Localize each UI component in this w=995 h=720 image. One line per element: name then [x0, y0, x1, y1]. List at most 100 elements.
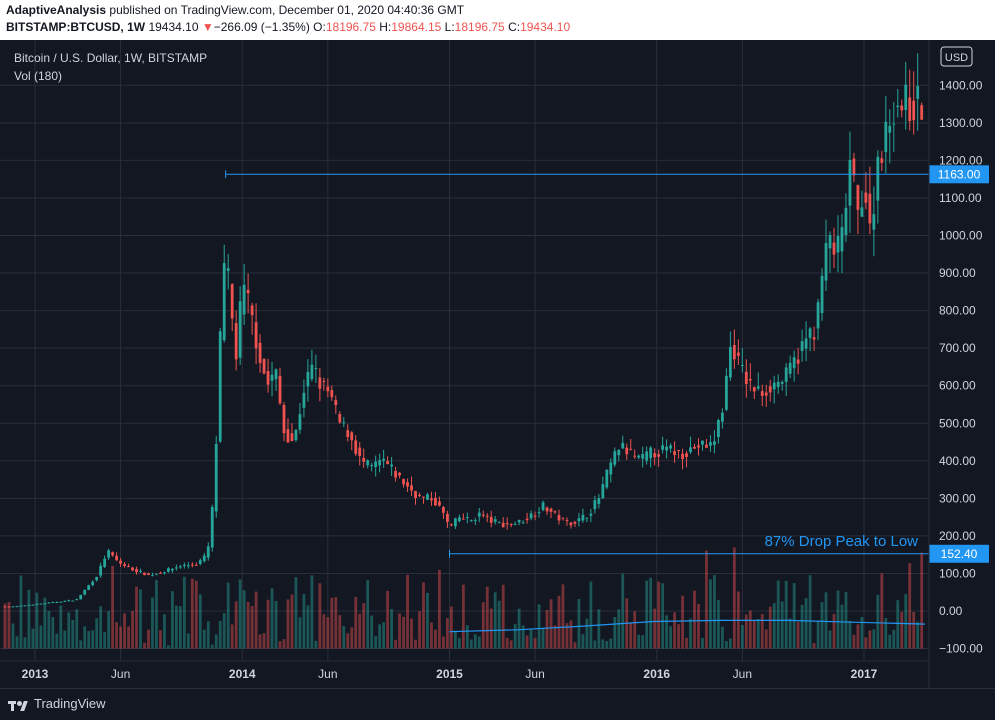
tradingview-logo[interactable]: TradingView [8, 696, 106, 711]
volume-bar [79, 640, 83, 649]
candle-body [537, 512, 541, 514]
volume-bar [673, 612, 676, 649]
candle-body [422, 496, 425, 498]
volume-bar [900, 611, 904, 649]
candle-body [107, 550, 111, 558]
volume-bar [290, 594, 294, 649]
volume-bar [346, 633, 350, 649]
volume-bar [282, 639, 286, 649]
candle-body [792, 357, 796, 369]
volume-bar [489, 608, 493, 649]
volume-bar [418, 611, 421, 649]
volume-bar [784, 580, 788, 649]
volume-bar [916, 621, 920, 649]
candle-body [689, 447, 692, 453]
level-price-label: 152.40 [941, 547, 978, 561]
candle-body [657, 454, 661, 457]
volume-bar [816, 620, 820, 649]
volume-bar [406, 574, 409, 649]
volume-bar [629, 623, 633, 649]
candle-body [513, 524, 517, 526]
candle-body [238, 301, 242, 358]
candle-body [645, 451, 649, 461]
open-value: 18196.75 [325, 20, 376, 34]
candle-body [796, 359, 800, 364]
candle-body [473, 520, 477, 522]
volume-bar [43, 597, 47, 649]
volume-bar [828, 630, 832, 649]
volume-bar [653, 608, 657, 649]
candle-body [461, 518, 465, 520]
volume-bar [549, 599, 553, 649]
volume-bar [278, 641, 282, 649]
volume-bar [585, 618, 589, 649]
time-axis[interactable]: 2013 Jun 2014 Jun 2015 Jun 2016 Jun 2017 [22, 667, 878, 681]
volume-bar [609, 638, 613, 649]
candle-body [314, 368, 318, 370]
volume-bar [258, 634, 262, 649]
candle-body [569, 522, 573, 526]
candle-body [135, 569, 138, 573]
candle-body [270, 374, 274, 381]
volume-bar [131, 611, 134, 649]
volume-bar [218, 620, 222, 649]
candle-body [621, 442, 625, 449]
candle-body [453, 518, 457, 527]
price-tick-label: 800.00 [939, 304, 976, 318]
volume-bar [453, 630, 457, 649]
price-tick-label: 200.00 [939, 529, 976, 543]
chart-area[interactable]: 1163.00 152.40 −100.00 0.00 100.00 200.00 300… [0, 40, 995, 688]
volume-bar [111, 565, 115, 649]
time-tick-label: 2017 [851, 667, 878, 681]
currency-badge[interactable]: USD [940, 46, 973, 67]
candle-body [59, 601, 63, 603]
volume-bar [394, 639, 397, 649]
candle-body [378, 460, 382, 466]
volume-bar [505, 637, 509, 649]
candle-body [776, 381, 780, 387]
volume-bar [250, 605, 254, 649]
candle-body [756, 386, 760, 389]
candle-body [828, 235, 832, 249]
candle-body [457, 517, 461, 522]
candle-body [493, 519, 497, 522]
volume-bar [75, 609, 79, 649]
volume-bar [374, 636, 378, 649]
volume-bar [434, 629, 437, 649]
candle-body [63, 600, 67, 602]
volume-bar [47, 610, 51, 649]
candle-body [83, 589, 87, 595]
volume-bar [577, 599, 581, 649]
price-tick-label: 1200.00 [939, 153, 983, 167]
volume-bar [537, 604, 541, 649]
volume-bar [477, 636, 481, 649]
volume-bar [645, 580, 649, 649]
volume-bar [473, 634, 477, 649]
candle-body [434, 497, 437, 506]
price-axis[interactable]: −100.00 0.00 100.00 200.00 300.00 400.00 500.0… [939, 78, 983, 655]
volume-bar [812, 643, 816, 649]
volume-bar [59, 605, 63, 649]
candle-body [382, 458, 386, 461]
candle-body [665, 446, 669, 451]
volume-bar [55, 633, 59, 649]
candle-body [402, 479, 405, 485]
volume-bar [908, 563, 912, 649]
volume-bar [709, 579, 712, 649]
volume-bar [27, 589, 31, 649]
price-tick-label: 1300.00 [939, 116, 983, 130]
volume-bar [322, 614, 326, 649]
volume-bar [354, 597, 358, 649]
candle-body [916, 86, 920, 99]
candle-body [609, 462, 613, 475]
candle-body [19, 605, 23, 607]
candle-body [557, 515, 561, 521]
volume-bar [3, 603, 7, 649]
candle-body [673, 451, 676, 456]
price-chart[interactable]: 1163.00 152.40 −100.00 0.00 100.00 200.00 300… [0, 40, 995, 688]
volume-bar [254, 591, 258, 649]
volume-bar [402, 616, 405, 649]
author-name[interactable]: AdaptiveAnalysis [6, 3, 107, 17]
close-value: 19434.10 [520, 20, 571, 34]
tradingview-logo-icon [8, 697, 28, 711]
